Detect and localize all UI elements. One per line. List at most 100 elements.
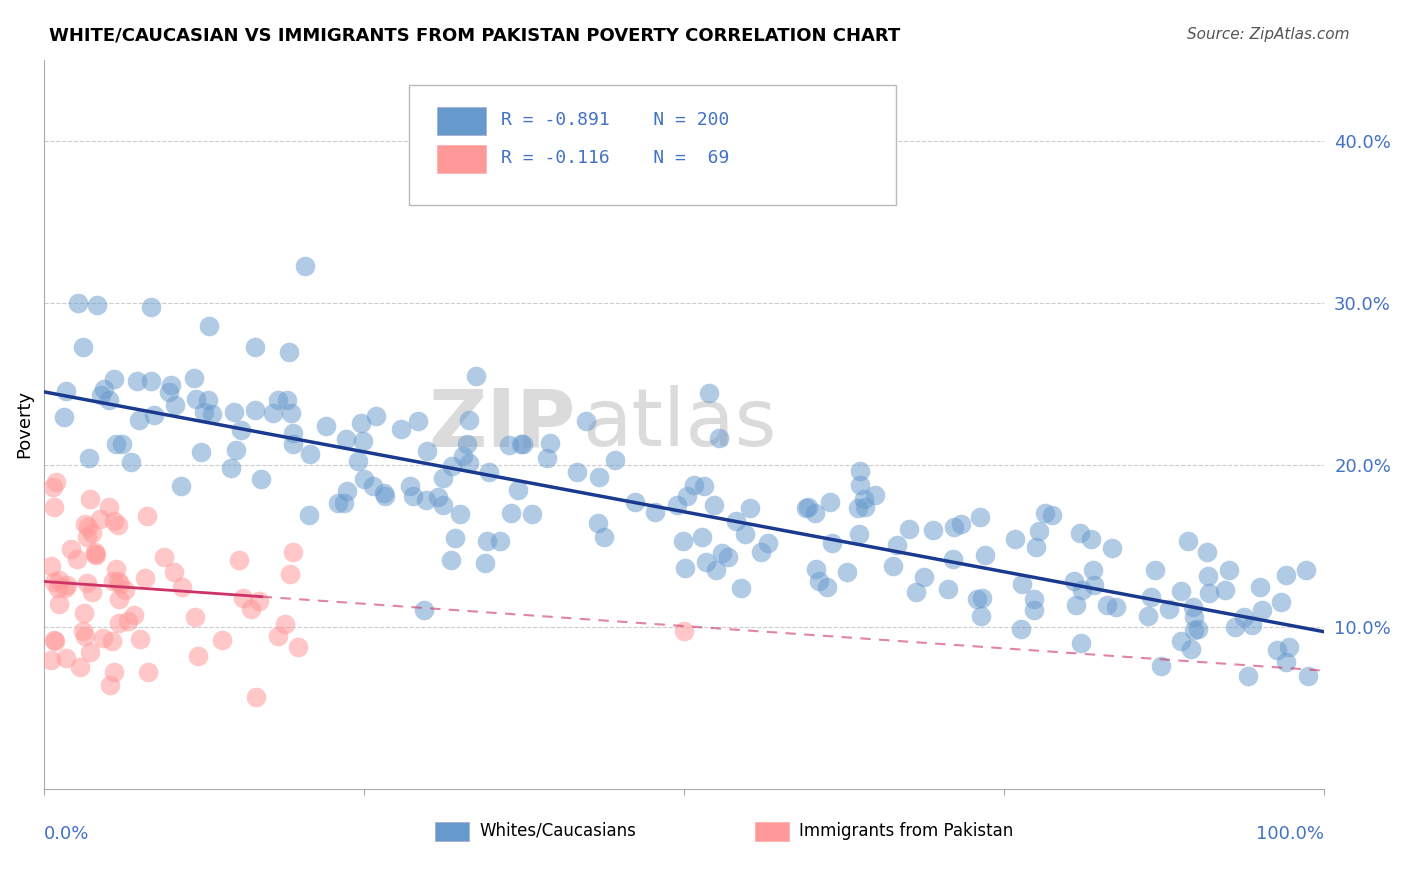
Point	[969, 510, 991, 524]
Point	[474, 556, 496, 570]
Text: WHITE/CAUCASIAN VS IMMIGRANTS FROM PAKISTAN POVERTY CORRELATION CHART: WHITE/CAUCASIAN VS IMMIGRANTS FROM PAKIS…	[49, 27, 900, 45]
Point	[44, 633, 66, 648]
Point	[1070, 582, 1092, 597]
Point	[749, 545, 772, 559]
Text: Immigrants from Pakistan: Immigrants from Pakistan	[800, 822, 1014, 839]
Point	[276, 393, 298, 408]
Point	[389, 422, 412, 436]
Point	[283, 437, 305, 451]
Point	[818, 495, 841, 509]
Point	[287, 640, 309, 654]
Point	[294, 259, 316, 273]
Point	[1197, 545, 1219, 559]
Point	[593, 530, 616, 544]
Point	[44, 574, 66, 589]
Point	[55, 650, 77, 665]
Point	[912, 570, 935, 584]
Point	[1197, 569, 1219, 583]
Point	[512, 437, 534, 451]
Point	[1140, 590, 1163, 604]
Point	[1240, 618, 1263, 632]
Point	[77, 450, 100, 465]
Point	[588, 516, 610, 530]
Point	[1270, 595, 1292, 609]
Point	[111, 437, 134, 451]
Point	[1143, 563, 1166, 577]
Point	[110, 576, 132, 591]
Point	[970, 609, 993, 624]
Point	[91, 631, 114, 645]
Point	[794, 500, 817, 515]
Point	[104, 562, 127, 576]
Point	[717, 550, 740, 565]
Point	[1028, 524, 1050, 538]
Point	[107, 574, 129, 588]
Text: R = -0.891    N = 200: R = -0.891 N = 200	[501, 112, 730, 129]
Point	[336, 483, 359, 498]
Point	[465, 368, 488, 383]
Point	[432, 498, 454, 512]
Point	[704, 563, 727, 577]
Point	[603, 453, 626, 467]
Point	[55, 384, 77, 398]
FancyBboxPatch shape	[434, 822, 470, 841]
Point	[1010, 623, 1032, 637]
Point	[298, 447, 321, 461]
Point	[1278, 640, 1301, 655]
Point	[738, 500, 761, 515]
Point	[76, 575, 98, 590]
Point	[882, 558, 904, 573]
Point	[520, 507, 543, 521]
Point	[163, 398, 186, 412]
Point	[274, 617, 297, 632]
Point	[353, 472, 375, 486]
Point	[128, 413, 150, 427]
Point	[1011, 577, 1033, 591]
Point	[97, 392, 120, 407]
Point	[86, 298, 108, 312]
Point	[245, 690, 267, 704]
Point	[364, 409, 387, 423]
Point	[278, 567, 301, 582]
Point	[676, 489, 699, 503]
Point	[565, 465, 588, 479]
Point	[107, 591, 129, 606]
Point	[45, 475, 67, 489]
Point	[849, 478, 872, 492]
Point	[240, 602, 263, 616]
Point	[42, 500, 65, 514]
Point	[66, 296, 89, 310]
FancyBboxPatch shape	[409, 85, 896, 205]
Point	[83, 547, 105, 561]
Point	[139, 374, 162, 388]
Point	[440, 458, 463, 473]
Point	[1104, 599, 1126, 614]
Point	[683, 478, 706, 492]
Point	[402, 489, 425, 503]
Point	[98, 678, 121, 692]
Point	[440, 553, 463, 567]
Point	[672, 534, 695, 549]
Point	[39, 652, 62, 666]
Point	[298, 508, 321, 522]
Point	[966, 592, 988, 607]
Point	[815, 580, 838, 594]
Point	[458, 456, 481, 470]
Point	[730, 581, 752, 595]
Point	[89, 512, 111, 526]
Point	[921, 523, 943, 537]
Point	[232, 591, 254, 606]
Point	[624, 495, 647, 509]
Point	[588, 470, 610, 484]
Point	[456, 437, 478, 451]
Point	[835, 565, 858, 579]
Point	[138, 665, 160, 679]
Point	[475, 533, 498, 548]
Point	[427, 490, 450, 504]
Point	[163, 565, 186, 579]
Point	[157, 384, 180, 399]
Point	[1296, 668, 1319, 682]
Point	[280, 406, 302, 420]
Point	[127, 374, 149, 388]
Point	[200, 407, 222, 421]
